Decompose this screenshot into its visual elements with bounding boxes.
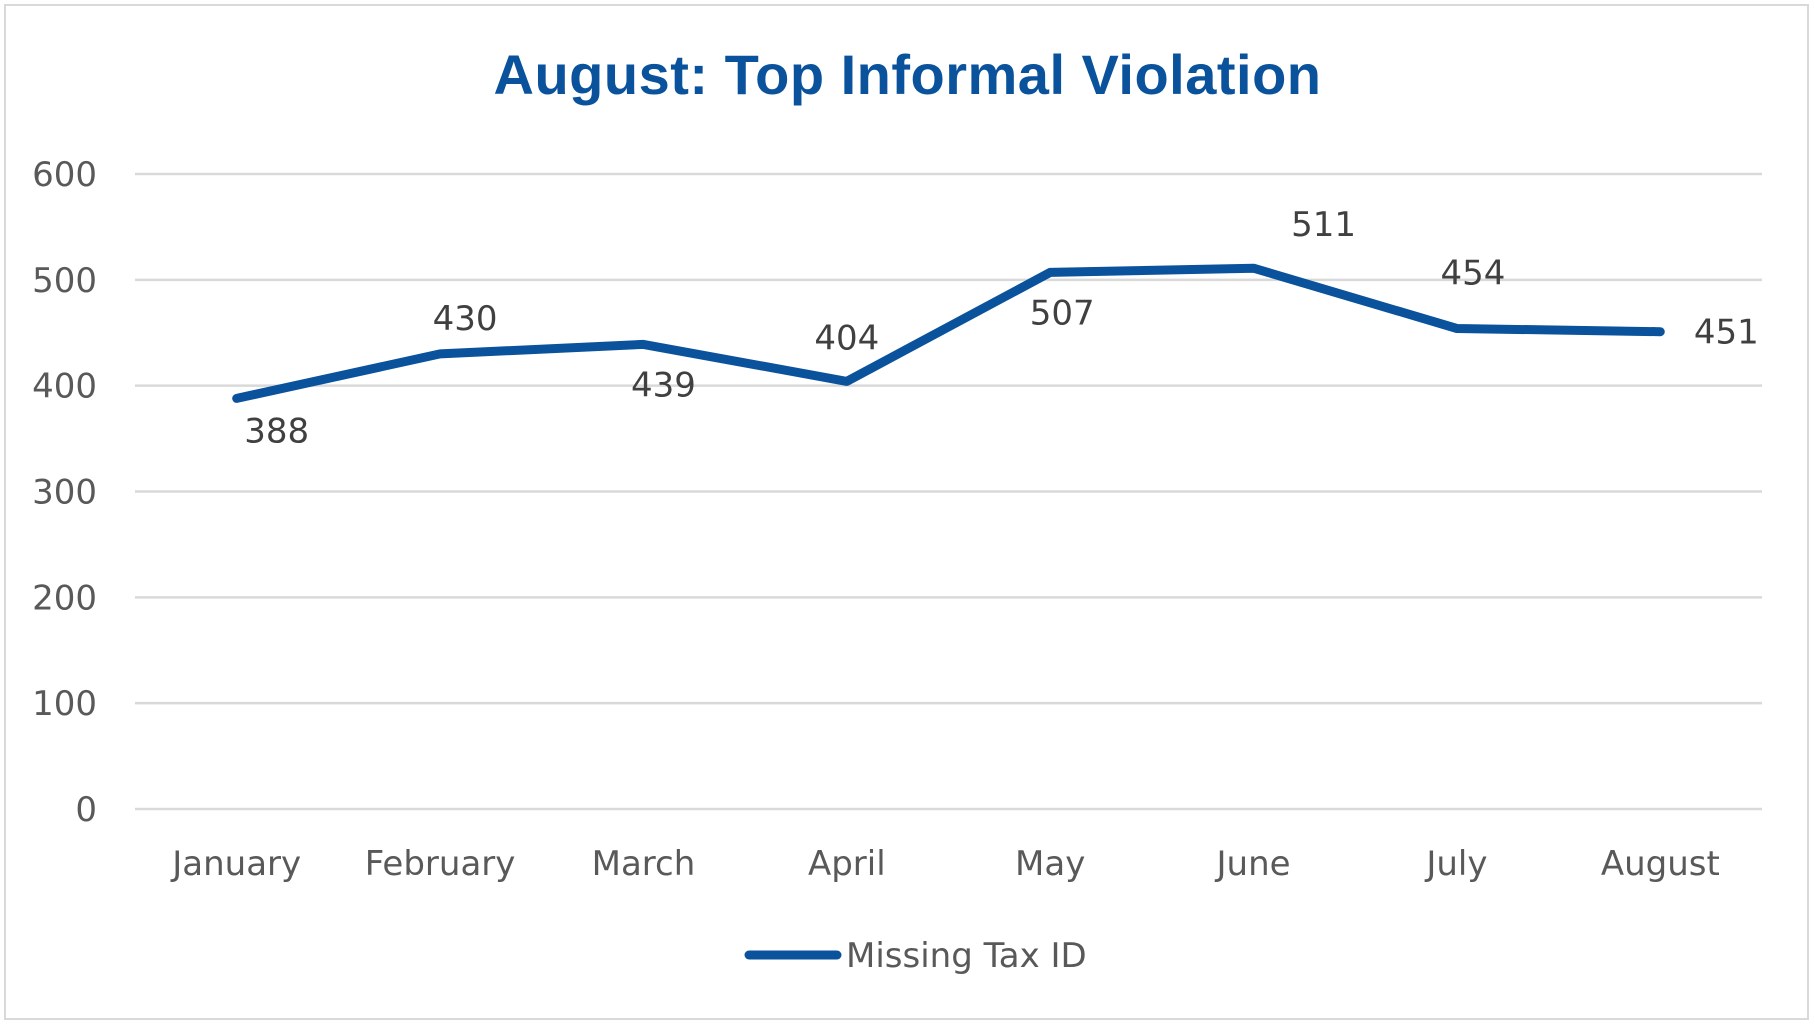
data-label: 454 xyxy=(1440,254,1505,294)
data-label: 439 xyxy=(631,365,696,405)
x-tick-label: July xyxy=(1424,844,1487,884)
x-tick-label: March xyxy=(592,844,696,884)
chart-title: August: Top Informal Violation xyxy=(493,43,1322,106)
y-tick-label: 0 xyxy=(75,790,97,830)
x-tick-label: February xyxy=(365,844,516,884)
data-label: 511 xyxy=(1291,205,1356,245)
x-tick-label: January xyxy=(170,844,301,884)
x-tick-label: June xyxy=(1215,844,1291,884)
y-tick-label: 600 xyxy=(32,155,97,195)
data-label: 430 xyxy=(433,299,498,339)
y-tick-label: 300 xyxy=(32,473,97,513)
y-tick-label: 500 xyxy=(32,261,97,301)
data-label: 451 xyxy=(1694,313,1759,353)
y-tick-label: 200 xyxy=(32,578,97,618)
x-tick-label: August xyxy=(1601,844,1720,884)
legend-label: Missing Tax ID xyxy=(846,936,1087,976)
data-label: 507 xyxy=(1030,293,1095,333)
data-label: 404 xyxy=(814,318,879,358)
y-tick-label: 400 xyxy=(32,367,97,407)
series-line-missing-tax-id xyxy=(232,263,1665,403)
x-tick-label: April xyxy=(808,844,886,884)
data-label: 388 xyxy=(244,411,309,451)
y-tick-label: 100 xyxy=(32,684,97,724)
x-tick-label: May xyxy=(1015,844,1085,884)
